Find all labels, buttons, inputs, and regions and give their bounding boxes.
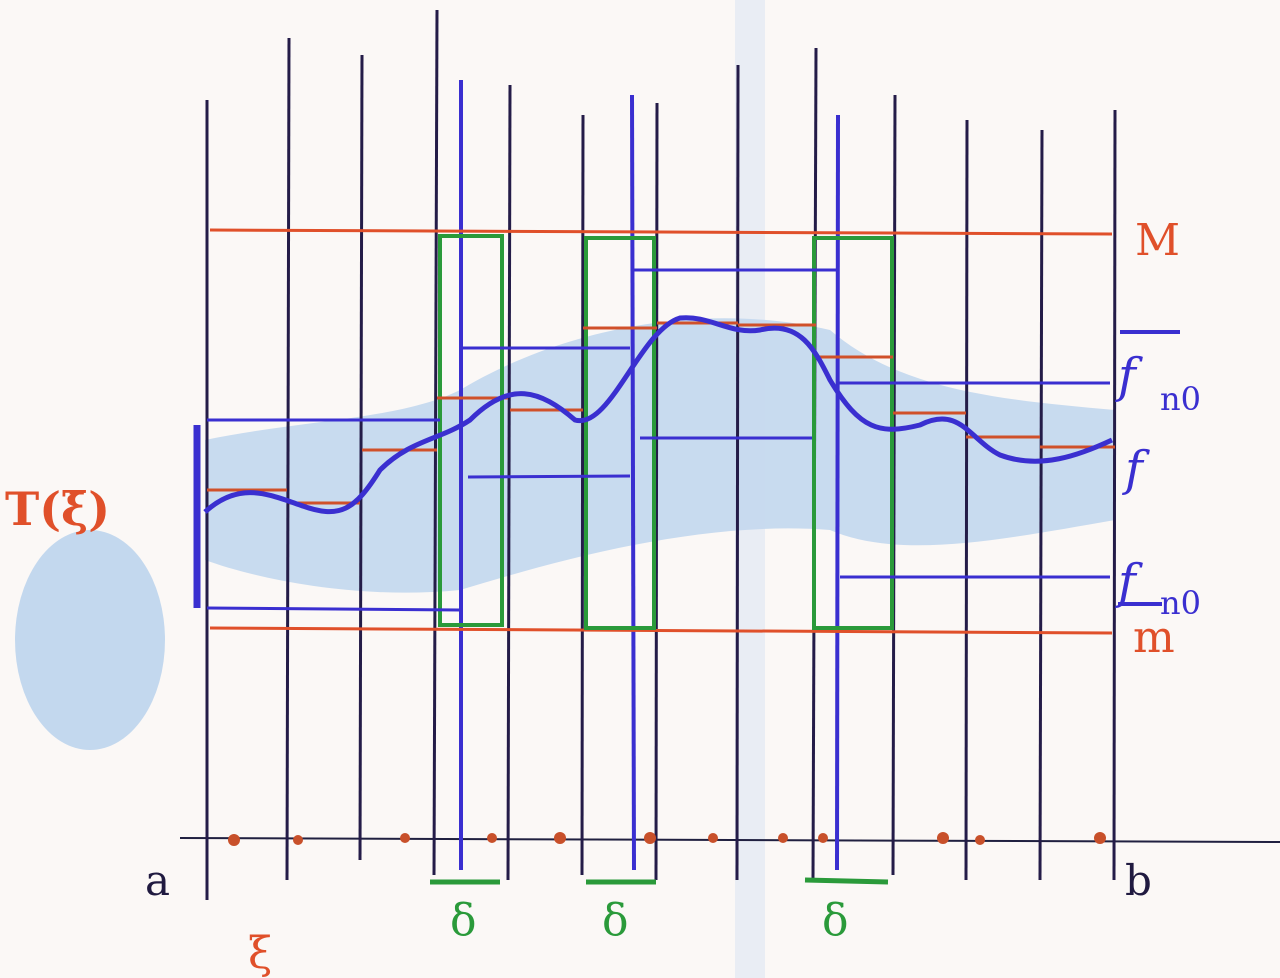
upper-sum-sub: n0 (1160, 380, 1201, 418)
label-m: m (1133, 612, 1175, 663)
diagram: M f n0 f f n0 m T(ξ̄) a b ξ δ δ δ (0, 0, 1280, 978)
label-a: a (145, 856, 170, 905)
label-b: b (1125, 856, 1152, 905)
label-xi: ξ (248, 928, 272, 978)
smudge-stripe (735, 0, 765, 978)
label-riemann-sum: T(ξ̄) (5, 482, 110, 536)
blue-smudge (15, 530, 165, 750)
label-delta: δ (450, 895, 477, 946)
label-delta: δ (822, 895, 849, 946)
label-delta: δ (602, 895, 629, 946)
label-M: M (1135, 215, 1180, 266)
